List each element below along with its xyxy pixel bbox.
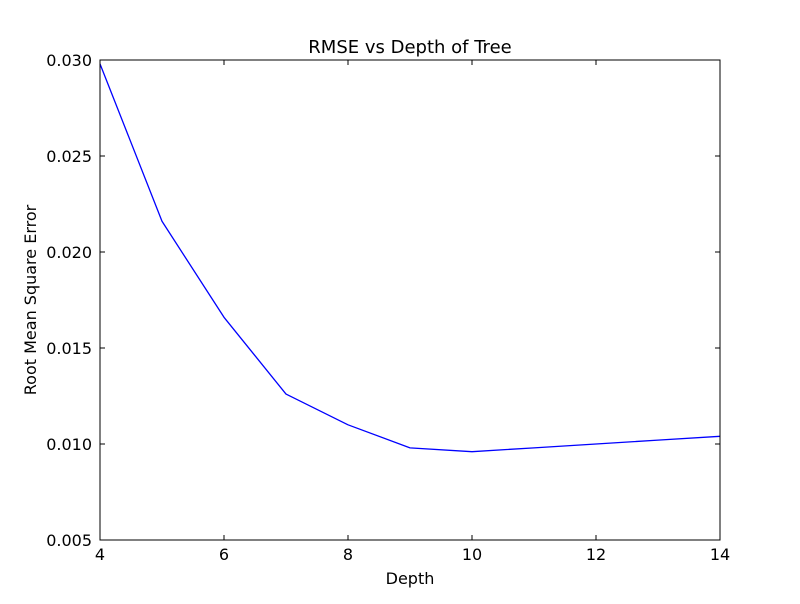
x-tick-label: 14 — [710, 545, 730, 564]
y-tick-label: 0.010 — [46, 435, 92, 454]
axes-frame — [99, 59, 721, 541]
x-axis-label: Depth — [386, 569, 435, 588]
y-tick-label: 0.030 — [46, 51, 92, 70]
x-tick-label: 10 — [462, 545, 482, 564]
y-tick-label: 0.015 — [46, 339, 92, 358]
x-tick-label: 8 — [343, 545, 353, 564]
chart-title: RMSE vs Depth of Tree — [308, 37, 511, 58]
x-tick-label: 6 — [219, 545, 229, 564]
x-tick-label: 4 — [95, 545, 105, 564]
series-line-0 — [99, 63, 721, 453]
y-tick-label: 0.005 — [46, 531, 92, 550]
x-tick-label: 12 — [586, 545, 606, 564]
y-axis-label: Root Mean Square Error — [21, 204, 40, 395]
y-tick-label: 0.025 — [46, 147, 92, 166]
plot-area: 4 6 8 10 12 14 0.005 0.010 0.015 0.020 0.025 0.030 — [46, 51, 730, 564]
y-tick-label: 0.020 — [46, 243, 92, 262]
